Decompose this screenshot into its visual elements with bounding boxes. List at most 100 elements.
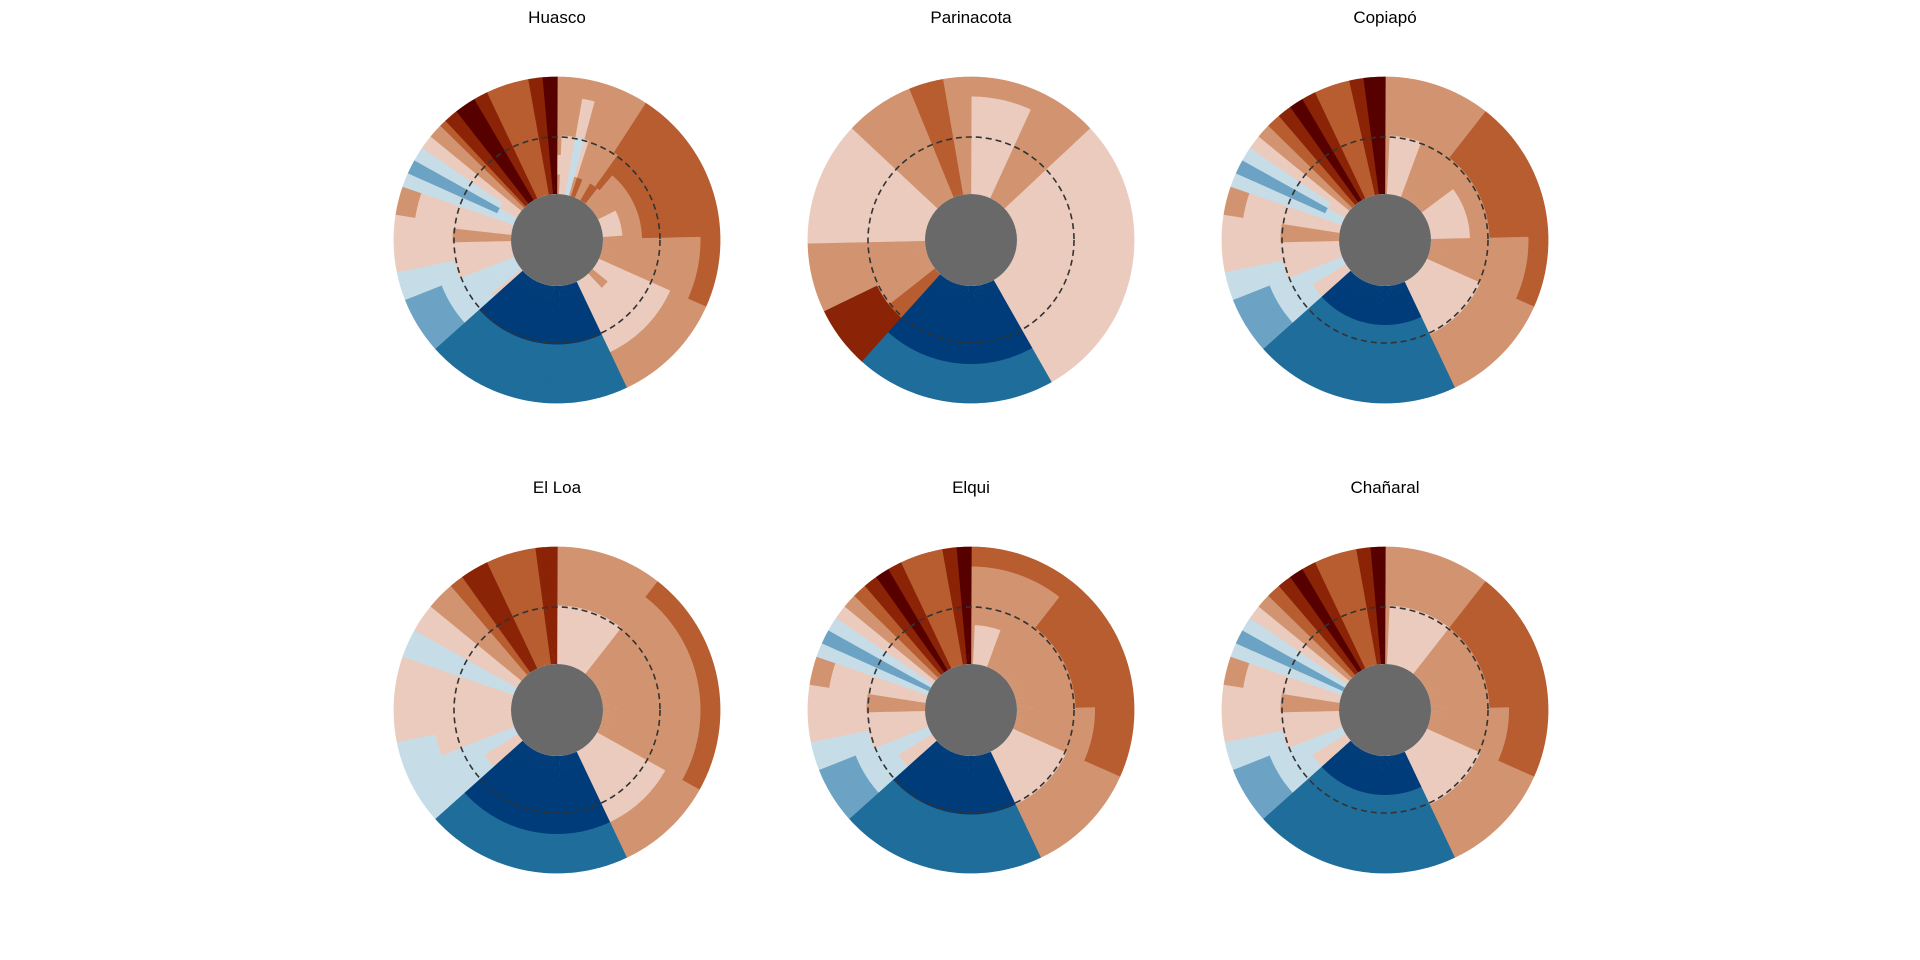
- stripe-cell: [1058, 171, 1079, 187]
- stripe-cell: [492, 306, 508, 326]
- stripe-cell: [1455, 284, 1475, 300]
- stripe-cell: [1290, 333, 1309, 354]
- stripe-cell: [1010, 783, 1025, 803]
- stripe-cell: [1286, 130, 1305, 150]
- stripe-cell: [1018, 181, 1036, 198]
- stripe-cell: [540, 343, 548, 364]
- stripe-cell: [937, 770, 949, 791]
- stripe-cell: [1026, 559, 1042, 581]
- stripe-cell: [869, 300, 889, 317]
- stripe-cell: [1449, 789, 1466, 809]
- stripe-cell: [692, 656, 714, 670]
- stripe-cell: [930, 767, 943, 788]
- stripe-cell: [582, 299, 594, 319]
- stripe-cell: [513, 807, 526, 829]
- stripe-cell: [1410, 161, 1422, 181]
- stripe-cell: [1449, 696, 1470, 704]
- stripe-cell: [589, 764, 604, 784]
- stripe-cell: [1099, 636, 1121, 652]
- stripe-cell: [1490, 300, 1511, 317]
- stripe-cell: [1356, 649, 1368, 669]
- stripe-cell: [488, 304, 505, 323]
- stripe-cell: [1295, 650, 1315, 666]
- stripe-cell: [1108, 744, 1130, 757]
- stripe-cell: [1402, 627, 1412, 648]
- stripe-cell: [518, 339, 530, 361]
- stripe-cell: [463, 779, 483, 797]
- stripe-cell: [1314, 658, 1333, 674]
- stripe-cell: [871, 202, 892, 214]
- stripe-cell: [571, 647, 581, 667]
- stripe-cell: [1370, 324, 1378, 345]
- stripe-cell: [1462, 271, 1483, 284]
- stripe-cell: [600, 374, 614, 396]
- stripe-cell: [596, 313, 611, 333]
- stripe-cell: [593, 145, 607, 166]
- stripe-cell: [1106, 656, 1128, 670]
- stripe-cell: [948, 626, 957, 647]
- stripe-cell: [449, 138, 469, 158]
- stripe-cell: [939, 750, 952, 770]
- stripe-cell: [881, 782, 900, 801]
- stripe-cell: [1427, 685, 1448, 696]
- stripe-cell: [862, 760, 883, 776]
- stripe-cell: [1025, 159, 1042, 177]
- stripe-cell: [425, 175, 447, 190]
- stripe-cell: [827, 687, 849, 697]
- stripe-cell: [621, 226, 642, 234]
- stripe-cell: [1378, 833, 1385, 854]
- stripe-cell: [1302, 95, 1319, 117]
- stripe-cell: [556, 383, 565, 404]
- stripe-cell: [498, 332, 513, 353]
- stripe-cell: [1010, 675, 1029, 688]
- stripe-cell: [1322, 821, 1337, 843]
- stripe-cell: [889, 117, 906, 138]
- stripe-cell: [938, 159, 950, 180]
- stripe-cell: [1450, 244, 1471, 250]
- stripe-cell: [943, 587, 954, 609]
- stripe-cell: [909, 256, 929, 267]
- stripe-cell: [1262, 335, 1283, 355]
- stripe-cell: [908, 599, 923, 620]
- stripe-cell: [965, 344, 971, 365]
- stripe-cell: [935, 653, 948, 672]
- stripe-cell: [867, 256, 889, 265]
- stripe-cell: [1093, 218, 1115, 228]
- stripe-cell: [982, 753, 992, 774]
- stripe-cell: [1036, 234, 1057, 239]
- stripe-cell: [494, 254, 515, 265]
- stripe-cell: [928, 338, 940, 359]
- stripe-cell: [594, 291, 610, 310]
- stripe-cell: [452, 245, 473, 252]
- stripe-cell: [1020, 184, 1039, 200]
- stripe-cell: [1012, 728, 1032, 740]
- stripe-cell: [624, 287, 644, 304]
- stripe-cell: [1306, 296, 1325, 314]
- stripe-cell: [1015, 694, 1036, 702]
- stripe-cell: [520, 748, 534, 767]
- stripe-cell: [1353, 138, 1364, 160]
- stripe-cell: [622, 290, 642, 307]
- stripe-cell: [502, 670, 521, 685]
- stripe-cell: [393, 712, 414, 721]
- stripe-cell: [864, 818, 883, 839]
- stripe-cell: [1306, 166, 1325, 184]
- stripe-cell: [585, 274, 600, 293]
- stripe-cell: [1370, 175, 1378, 196]
- stripe-cell: [1011, 208, 1031, 221]
- stripe-cell: [1001, 80, 1014, 102]
- stripe-cell: [1276, 290, 1297, 306]
- stripe-cell: [631, 658, 651, 673]
- stripe-cell: [869, 328, 889, 348]
- stripe-cell: [536, 283, 545, 304]
- stripe-cell: [1353, 750, 1366, 770]
- stripe-cell: [414, 623, 436, 641]
- stripe-cell: [1476, 756, 1497, 772]
- stripe-cell: [981, 362, 990, 384]
- stripe-cell: [952, 96, 961, 118]
- stripe-cell: [441, 658, 462, 672]
- stripe-cell: [661, 701, 682, 709]
- stripe-cell: [1316, 797, 1333, 818]
- stripe-cell: [645, 290, 666, 306]
- stripe-cell: [1269, 188, 1290, 202]
